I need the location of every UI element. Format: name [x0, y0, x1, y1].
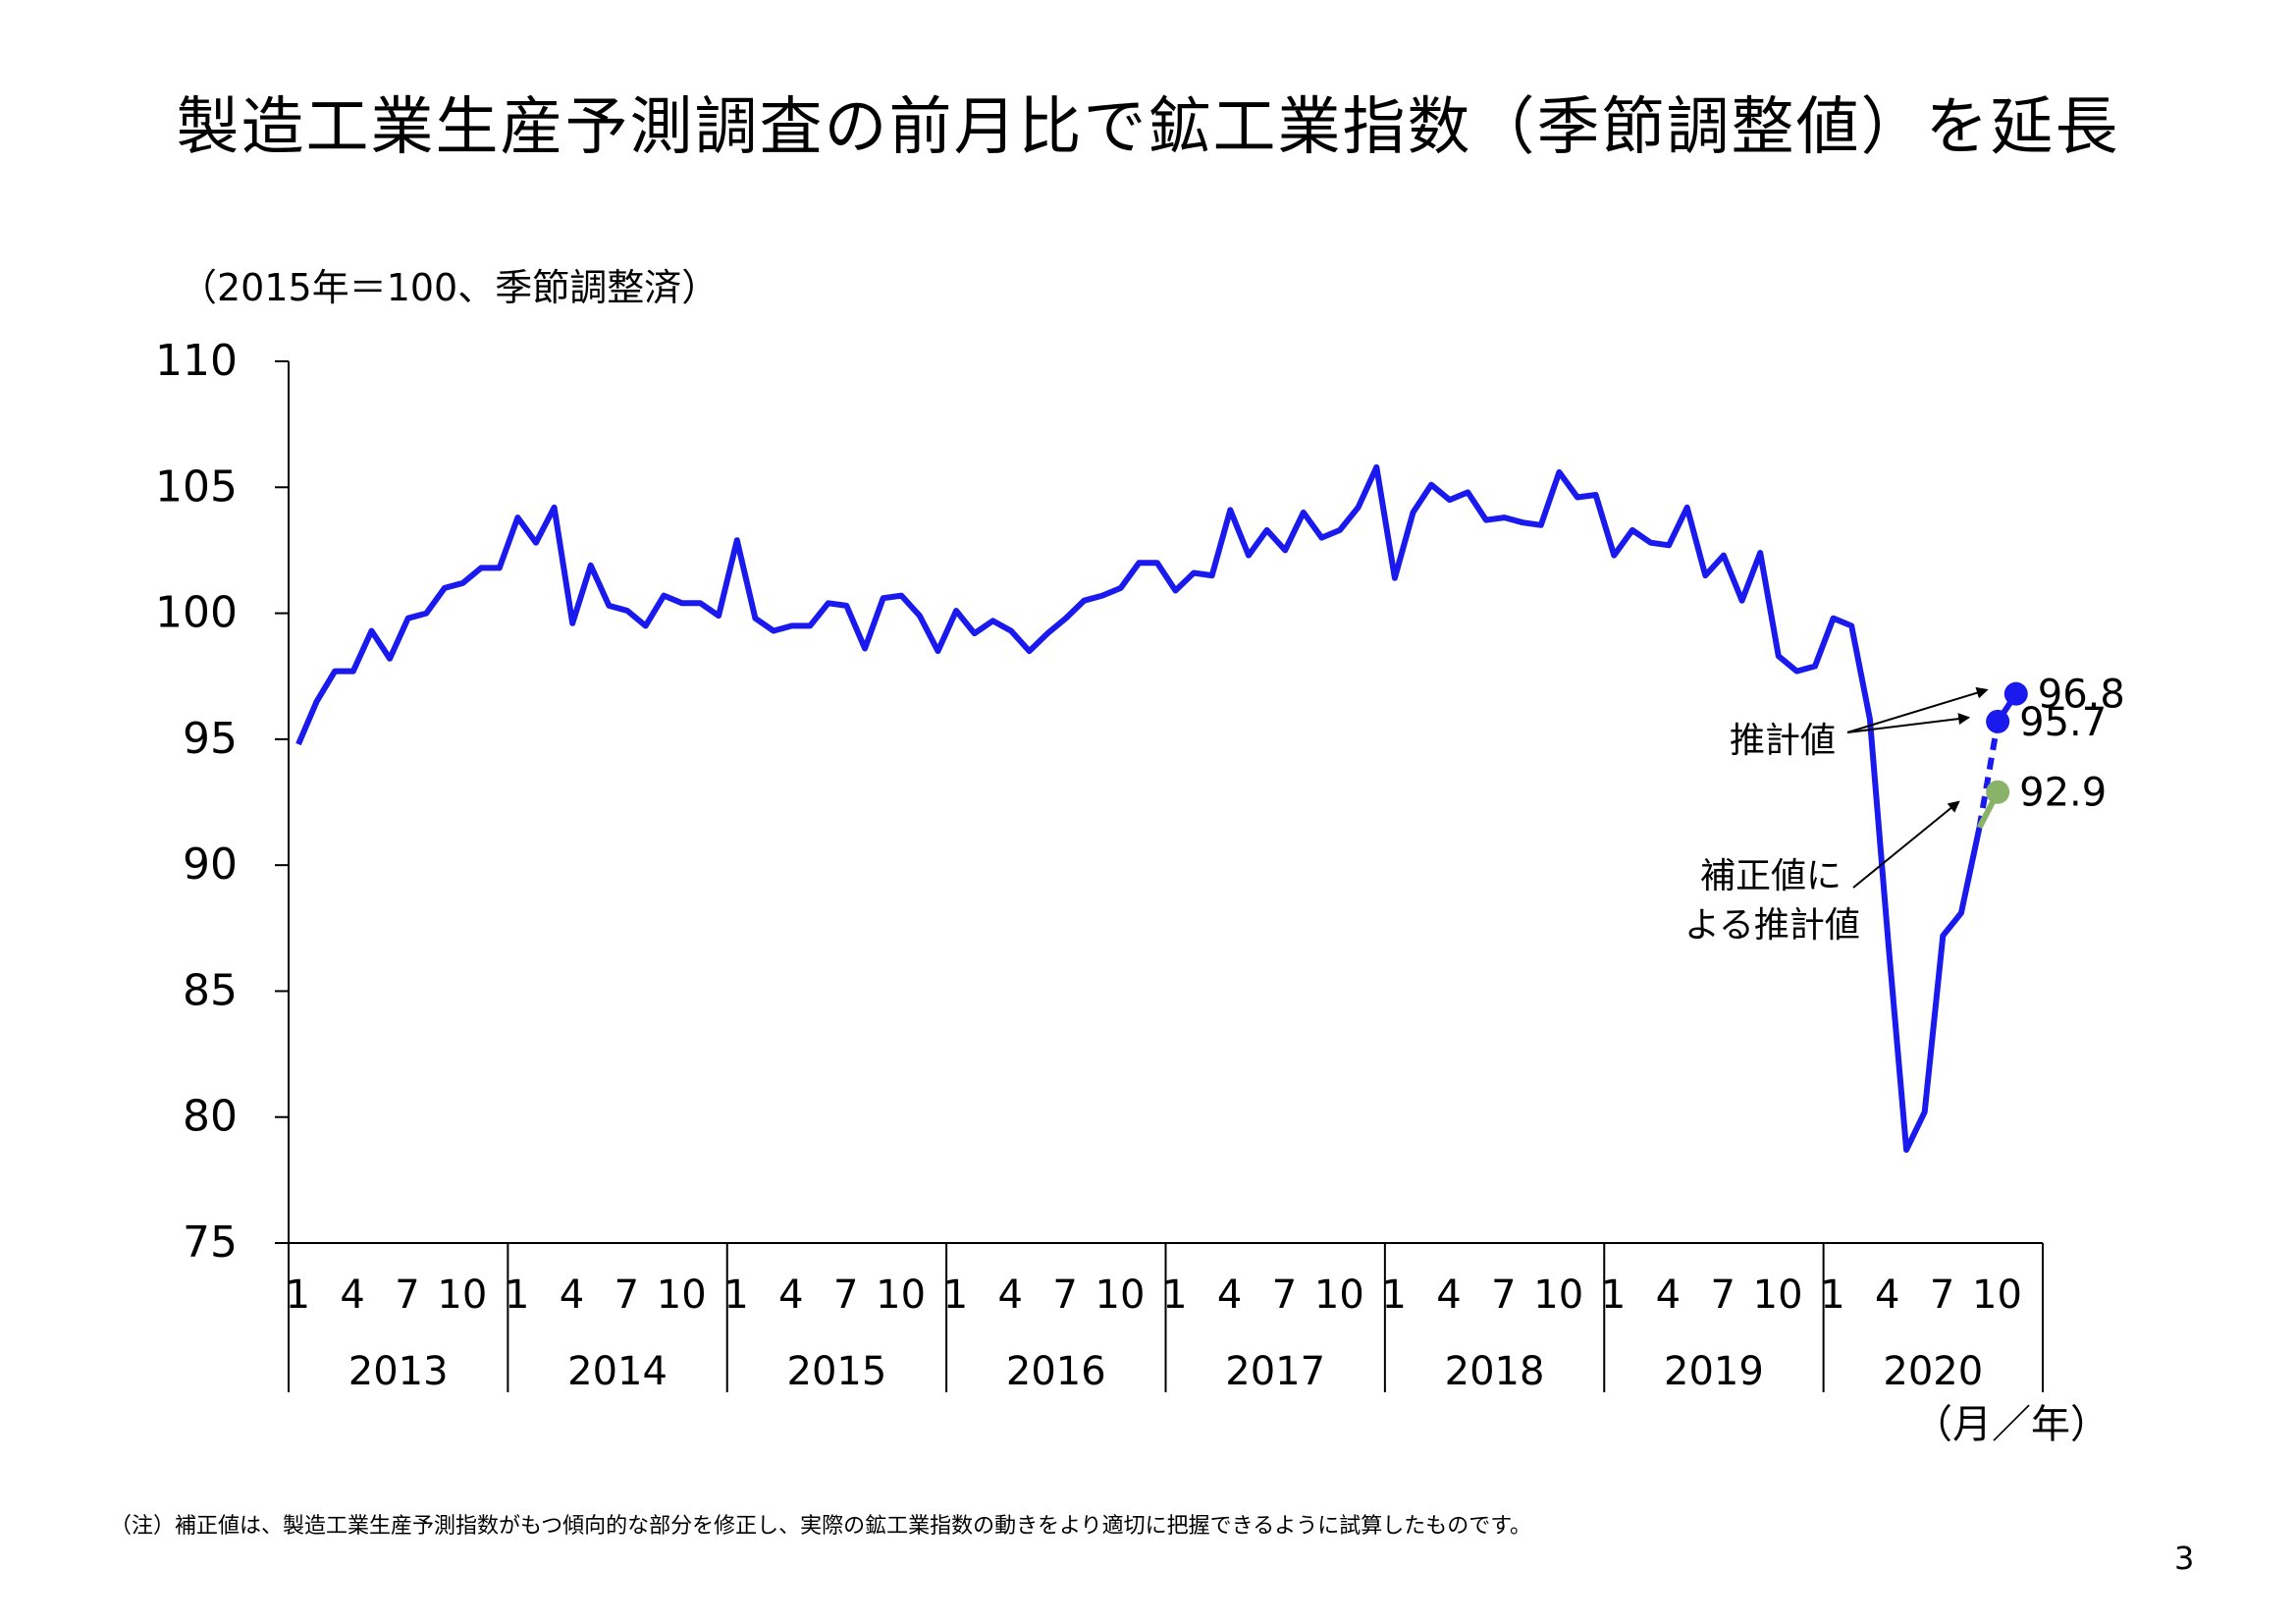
data-point [1986, 709, 2010, 733]
year-label: 2019 [1664, 1349, 1764, 1394]
year-label: 2015 [787, 1349, 887, 1394]
month-tick-label: 4 [1217, 1272, 1242, 1318]
annotation-arrow [1846, 713, 1971, 733]
month-tick-label: 10 [437, 1272, 487, 1318]
y-tick-label: 95 [183, 714, 238, 764]
y-tick-label: 75 [183, 1218, 238, 1268]
series-line-main [295, 463, 1983, 1154]
data-point-label: 96.8 [2038, 673, 2125, 718]
footnote: （注）補正値は、製造工業生産予測指数がもつ傾向的な部分を修正し、実際の鉱工業指数… [110, 1514, 1532, 1539]
unit-label: （2015年＝100、季節調整済） [180, 266, 720, 309]
month-tick-label: 1 [505, 1272, 529, 1318]
year-label: 2016 [1006, 1349, 1106, 1394]
month-tick-label: 10 [876, 1272, 926, 1318]
month-tick-label: 7 [833, 1272, 858, 1318]
data-point [1986, 780, 2010, 804]
y-tick-label: 80 [183, 1092, 238, 1142]
y-tick-label: 90 [183, 839, 238, 890]
annotation-corrected: よる推計値 [1684, 905, 1860, 946]
month-tick-label: 7 [1052, 1272, 1077, 1318]
y-tick-label: 105 [155, 461, 238, 512]
year-label: 2013 [348, 1349, 449, 1394]
month-tick-label: 4 [1656, 1272, 1681, 1318]
month-tick-label: 4 [1436, 1272, 1461, 1318]
data-point-label: 92.9 [2019, 771, 2107, 816]
y-tick-label: 110 [155, 336, 238, 386]
month-tick-label: 7 [1930, 1272, 1954, 1318]
annotation-estimate: 推計値 [1730, 721, 1836, 761]
month-tick-label: 7 [1711, 1272, 1735, 1318]
x-axis-unit-label: （月／年） [1913, 1402, 2109, 1447]
month-tick-label: 1 [1601, 1272, 1626, 1318]
y-tick-label: 85 [183, 965, 238, 1015]
month-tick-label: 4 [998, 1272, 1023, 1318]
month-tick-label: 10 [1753, 1272, 1803, 1318]
month-tick-label: 1 [1820, 1272, 1844, 1318]
month-tick-label: 7 [395, 1272, 419, 1318]
page-number: 3 [2174, 1540, 2195, 1577]
month-tick-label: 4 [340, 1272, 364, 1318]
annotation-corrected: 補正値に [1700, 856, 1842, 896]
month-tick-label: 7 [1491, 1272, 1516, 1318]
annotation-arrow [1846, 686, 1989, 733]
year-label: 2018 [1445, 1349, 1545, 1394]
month-tick-label: 10 [1972, 1272, 2022, 1318]
month-tick-label: 1 [943, 1272, 968, 1318]
month-tick-label: 1 [1381, 1272, 1406, 1318]
year-label: 2020 [1883, 1349, 1983, 1394]
month-tick-label: 1 [286, 1272, 310, 1318]
month-tick-label: 10 [657, 1272, 707, 1318]
y-tick-label: 100 [155, 588, 238, 638]
month-tick-label: 10 [1314, 1272, 1364, 1318]
year-label: 2014 [567, 1349, 667, 1394]
page-title: 製造工業生産予測調査の前月比で鉱工業指数（季節調整値）を延長 [176, 91, 2120, 164]
month-tick-label: 4 [1875, 1272, 1899, 1318]
month-tick-label: 4 [778, 1272, 803, 1318]
year-label: 2017 [1225, 1349, 1325, 1394]
month-tick-label: 1 [723, 1272, 748, 1318]
data-point-label: 95.7 [2019, 700, 2107, 745]
month-tick-label: 10 [1095, 1272, 1146, 1318]
month-tick-label: 10 [1533, 1272, 1583, 1318]
annotation-arrow [1852, 800, 1960, 889]
month-tick-label: 1 [1162, 1272, 1187, 1318]
month-tick-label: 7 [1272, 1272, 1297, 1318]
month-tick-label: 7 [614, 1272, 639, 1318]
month-tick-label: 4 [560, 1272, 584, 1318]
data-point [2003, 681, 2028, 706]
